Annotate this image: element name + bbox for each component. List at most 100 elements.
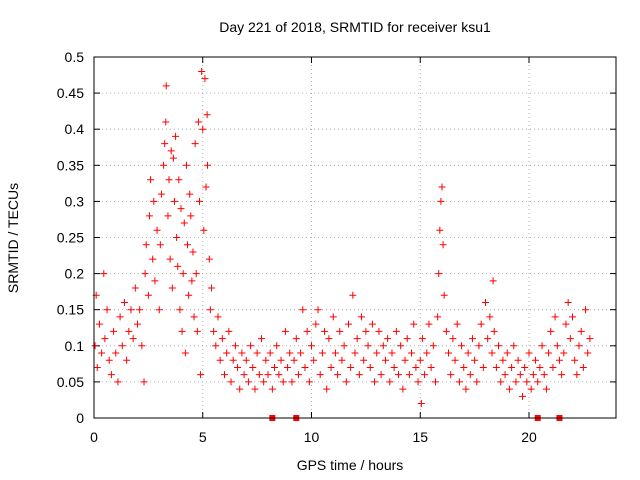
data-point	[573, 371, 581, 379]
data-point	[147, 176, 155, 184]
data-point	[562, 320, 570, 328]
data-point	[210, 327, 218, 335]
x-tick-label: 10	[304, 429, 320, 445]
data-point	[429, 342, 437, 350]
data-point	[116, 313, 124, 321]
data-point	[453, 320, 461, 328]
data-point	[414, 378, 422, 386]
data-point	[373, 349, 381, 357]
data-point	[321, 327, 329, 335]
data-point	[201, 75, 209, 83]
x-tick-label: 20	[521, 429, 537, 445]
data-point	[412, 363, 420, 371]
data-point	[93, 363, 101, 371]
data-point	[538, 342, 546, 350]
data-point	[464, 349, 472, 357]
data-point	[439, 241, 447, 249]
data-point	[227, 378, 235, 386]
data-point	[195, 197, 203, 205]
data-point	[182, 161, 190, 169]
data-point	[434, 313, 442, 321]
data-point	[449, 335, 457, 343]
data-point	[347, 363, 355, 371]
data-point	[364, 342, 372, 350]
data-point	[553, 342, 561, 350]
data-point	[186, 190, 194, 198]
data-point	[129, 335, 137, 343]
data-point	[176, 306, 184, 314]
data-point	[198, 67, 206, 75]
data-point	[331, 349, 339, 357]
data-point	[160, 161, 168, 169]
data-point	[169, 154, 177, 162]
data-point	[301, 363, 309, 371]
data-point	[510, 342, 518, 350]
data-point	[569, 313, 576, 321]
data-point	[100, 270, 108, 278]
data-point	[277, 356, 285, 364]
data-point	[399, 385, 407, 393]
data-point	[294, 371, 302, 379]
data-point	[229, 356, 237, 364]
data-point	[495, 342, 503, 350]
data-point	[203, 111, 211, 119]
data-point	[486, 313, 494, 321]
data-point	[358, 313, 366, 321]
data-point	[144, 291, 152, 299]
data-point	[542, 385, 550, 393]
data-point	[114, 378, 122, 386]
data-point	[377, 371, 385, 379]
data-point	[170, 197, 178, 205]
data-point	[131, 284, 139, 292]
y-tick-label: 0.5	[65, 49, 85, 65]
data-point	[445, 349, 453, 357]
data-point	[314, 306, 322, 314]
data-point	[262, 356, 270, 364]
data-point	[540, 371, 548, 379]
data-point	[442, 327, 450, 335]
data-point	[125, 327, 133, 335]
data-point	[251, 385, 259, 393]
data-point	[416, 356, 424, 364]
y-tick-label: 0.1	[65, 338, 85, 354]
data-point	[107, 371, 115, 379]
data-point	[316, 371, 324, 379]
data-point	[410, 320, 418, 328]
data-point	[421, 371, 429, 379]
data-point	[501, 371, 509, 379]
data-point	[157, 190, 165, 198]
data-point	[586, 335, 594, 343]
data-point	[179, 270, 187, 278]
data-point	[297, 349, 305, 357]
x-tick-label: 15	[412, 429, 428, 445]
data-point	[138, 342, 146, 350]
data-point	[260, 378, 268, 386]
data-point	[571, 356, 579, 364]
data-point	[336, 327, 344, 335]
data-point	[120, 298, 128, 306]
data-point	[427, 363, 435, 371]
data-point	[275, 371, 283, 379]
x-axis-label: GPS time / hours	[297, 457, 404, 473]
data-point	[161, 140, 169, 148]
data-point	[473, 378, 481, 386]
data-point	[236, 385, 244, 393]
data-point	[231, 342, 239, 350]
data-point	[366, 363, 374, 371]
y-tick-label: 0.3	[65, 193, 85, 209]
data-point	[405, 371, 413, 379]
data-point	[166, 255, 174, 263]
data-point	[91, 342, 99, 350]
data-point	[390, 363, 398, 371]
data-point	[440, 291, 448, 299]
data-point	[218, 335, 226, 343]
data-point	[555, 356, 563, 364]
data-point	[497, 378, 505, 386]
data-point	[488, 349, 496, 357]
data-point	[150, 197, 158, 205]
data-point	[190, 313, 198, 321]
data-point	[334, 371, 342, 379]
data-point	[257, 335, 265, 343]
data-point	[499, 356, 507, 364]
data-point	[381, 356, 389, 364]
